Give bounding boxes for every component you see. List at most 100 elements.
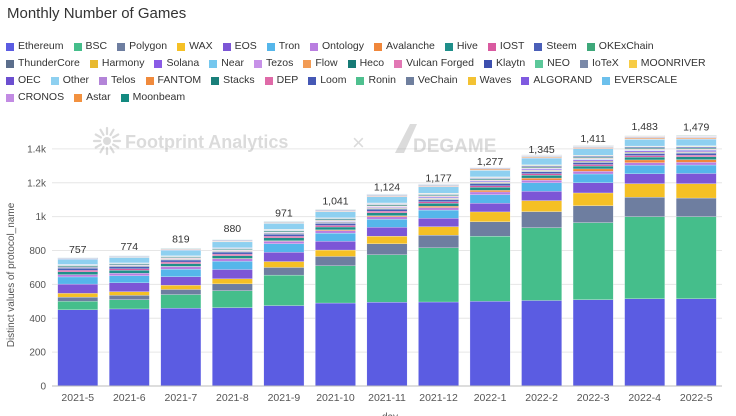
bar-segment[interactable]	[109, 268, 150, 271]
bar-segment[interactable]	[57, 259, 98, 265]
bar-segment[interactable]	[109, 308, 150, 387]
bar-segment[interactable]	[469, 187, 511, 191]
bar-segment[interactable]	[676, 173, 717, 184]
bar-segment[interactable]	[212, 261, 253, 270]
bar-segment[interactable]	[212, 241, 253, 248]
legend-item[interactable]: Ontology	[310, 40, 364, 53]
bar-segment[interactable]	[418, 197, 459, 199]
bar-segment[interactable]	[315, 219, 356, 221]
bar-segment[interactable]	[521, 227, 562, 301]
bar-segment[interactable]	[676, 150, 717, 152]
bar-segment[interactable]	[263, 223, 305, 230]
bar-segment[interactable]	[160, 269, 202, 277]
bar-segment[interactable]	[263, 241, 305, 244]
bar-segment[interactable]	[469, 181, 511, 183]
bar-segment[interactable]	[521, 173, 562, 176]
bar-segment[interactable]	[624, 153, 665, 156]
bar-segment[interactable]	[469, 169, 511, 171]
bar-segment[interactable]	[263, 252, 305, 262]
bar-segment[interactable]	[57, 309, 98, 387]
bar-segment[interactable]	[624, 298, 665, 387]
legend-item[interactable]: NEO	[535, 57, 570, 70]
bar-segment[interactable]	[57, 268, 98, 271]
legend-item[interactable]: Loom	[308, 74, 346, 87]
bar-segment[interactable]	[212, 253, 253, 256]
legend-item[interactable]: OKExChain	[586, 40, 654, 53]
bar-segment[interactable]	[212, 251, 253, 255]
bar-segment[interactable]	[469, 170, 511, 177]
bar-segment[interactable]	[109, 257, 150, 264]
bar-segment[interactable]	[160, 266, 202, 270]
bar-segment[interactable]	[676, 155, 717, 157]
bar-segment[interactable]	[315, 232, 356, 242]
bar-segment[interactable]	[469, 202, 511, 213]
legend-item[interactable]: Flow	[303, 57, 338, 70]
bar-segment[interactable]	[469, 190, 511, 193]
bar-segment[interactable]	[521, 191, 562, 201]
legend-item[interactable]: Moonbeam	[120, 91, 185, 104]
bar-segment[interactable]	[624, 183, 665, 198]
bar-segment[interactable]	[212, 283, 253, 291]
legend-item[interactable]: OEC	[6, 74, 41, 87]
bar-segment[interactable]	[521, 177, 562, 181]
bar-segment[interactable]	[521, 200, 562, 212]
bar-segment[interactable]	[109, 275, 150, 284]
bar-segment[interactable]	[624, 138, 665, 140]
legend-item[interactable]: Tron	[266, 40, 300, 53]
legend-item[interactable]: Tezos	[253, 57, 293, 70]
bar-segment[interactable]	[572, 147, 614, 149]
bar-segment[interactable]	[521, 211, 562, 228]
bar-segment[interactable]	[109, 264, 150, 266]
bar-segment[interactable]	[572, 171, 614, 175]
legend-item[interactable]: CRONOS	[6, 91, 64, 104]
bar-segment[interactable]	[109, 295, 150, 300]
bar-segment[interactable]	[469, 194, 511, 204]
legend-item[interactable]: EOS	[222, 40, 257, 53]
legend-item[interactable]: WAX	[177, 40, 213, 53]
bar-segment[interactable]	[366, 212, 408, 216]
bar-segment[interactable]	[315, 230, 356, 234]
bar-segment[interactable]	[263, 274, 305, 306]
bar-segment[interactable]	[366, 211, 408, 213]
bar-segment[interactable]	[160, 285, 202, 290]
bar-segment[interactable]	[469, 191, 511, 195]
bar-segment[interactable]	[521, 182, 562, 192]
bar-segment[interactable]	[572, 205, 614, 223]
bar-segment[interactable]	[263, 236, 305, 238]
bar-segment[interactable]	[418, 186, 459, 194]
bar-segment[interactable]	[263, 243, 305, 253]
bar-segment[interactable]	[676, 216, 717, 299]
bar-segment[interactable]	[212, 269, 253, 279]
bar-segment[interactable]	[521, 156, 562, 159]
bar-segment[interactable]	[160, 289, 202, 295]
bar-segment[interactable]	[263, 237, 305, 241]
bar-segment[interactable]	[366, 227, 408, 237]
legend-item[interactable]: DEP	[264, 74, 298, 87]
bar-segment[interactable]	[212, 278, 253, 285]
bar-segment[interactable]	[624, 150, 665, 153]
bar-segment[interactable]	[624, 147, 665, 149]
bar-segment[interactable]	[418, 201, 459, 204]
bar-segment[interactable]	[366, 209, 408, 212]
legend-item[interactable]: FANTOM	[145, 74, 201, 87]
bar-segment[interactable]	[418, 209, 459, 219]
bar-segment[interactable]	[212, 290, 253, 308]
bar-segment[interactable]	[572, 157, 614, 159]
bar-segment[interactable]	[521, 158, 562, 165]
legend-item[interactable]: Ronin	[356, 74, 396, 87]
bar-segment[interactable]	[366, 204, 408, 206]
bar-segment[interactable]	[572, 299, 614, 387]
legend-item[interactable]: Solana	[154, 57, 199, 70]
bar-segment[interactable]	[624, 165, 665, 174]
bar-segment[interactable]	[418, 206, 459, 208]
bar-segment[interactable]	[572, 148, 614, 156]
bar-segment[interactable]	[521, 175, 562, 179]
bar-segment[interactable]	[160, 257, 202, 259]
bar-segment[interactable]	[521, 171, 562, 174]
bar-segment[interactable]	[57, 283, 98, 294]
bar-segment[interactable]	[418, 194, 459, 196]
legend-item[interactable]: IoTeX	[579, 57, 619, 70]
bar-segment[interactable]	[469, 236, 511, 302]
legend-item[interactable]: ThunderCore	[6, 57, 80, 70]
bar-segment[interactable]	[418, 234, 459, 248]
